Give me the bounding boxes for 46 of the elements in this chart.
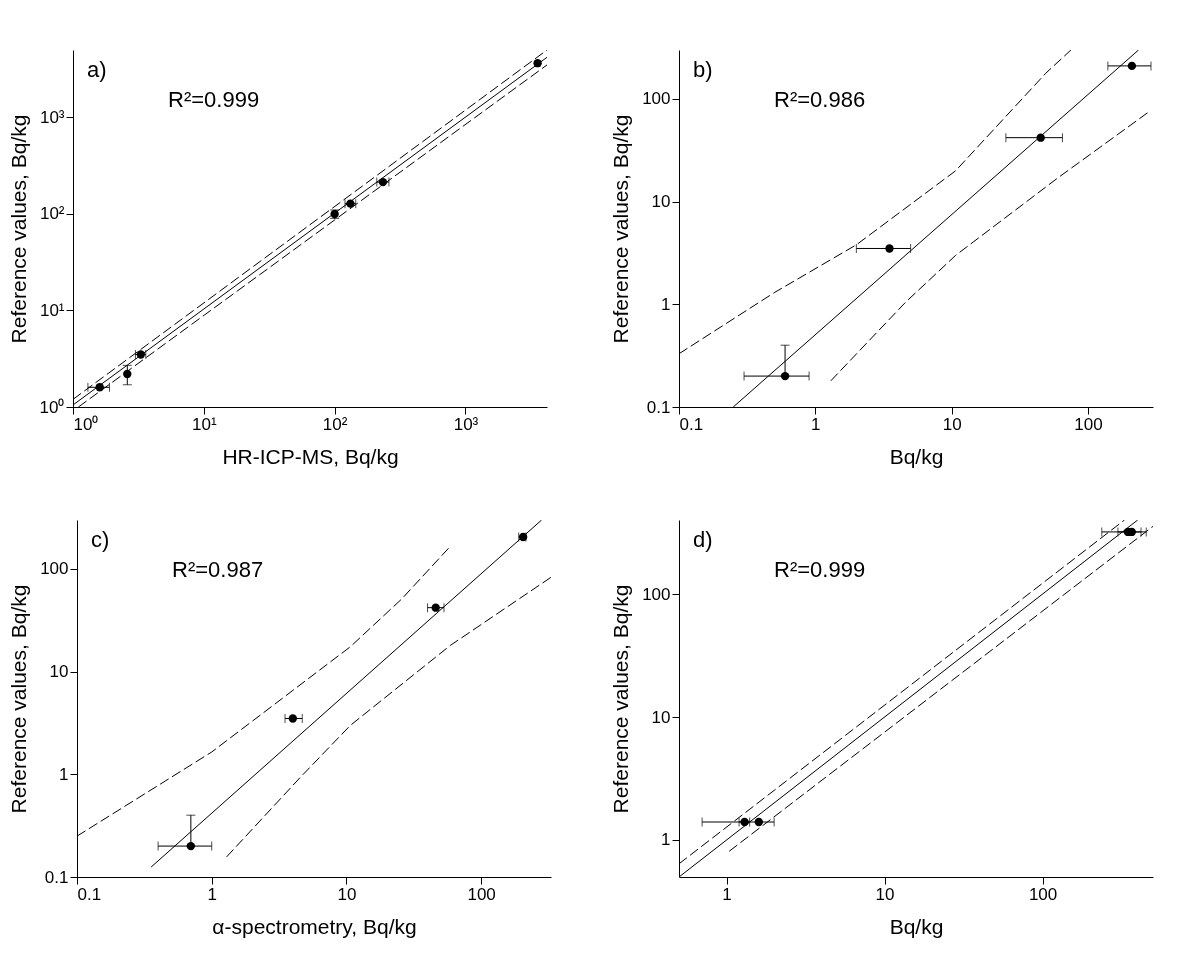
x-tick-label: 10³ [453,414,479,434]
x-tick-label: 10 [875,884,895,904]
x-tick-label: 10² [322,414,348,434]
annotation: R²=0.999 [168,87,260,112]
y-axis-title: Reference values, Bq/kg [6,114,30,344]
x-axis-title: Bq/kg [889,914,944,938]
annotation: b) [693,57,713,82]
x-axis-title: HR-ICP-MS, Bq/kg [222,444,399,468]
annotation: R²=0.986 [774,87,866,112]
y-axis-title: Reference values, Bq/kg [609,114,633,344]
y-tick-label: 1 [661,294,671,314]
x-tick-label: 10 [337,884,357,904]
y-tick-label: 10 [49,662,69,682]
x-axis-title: α-spectrometry, Bq/kg [212,914,417,938]
y-tick-label: 10² [39,204,65,224]
y-tick-label: 100 [40,559,69,579]
y-tick-label: 10³ [39,107,65,127]
x-tick-label: 100 [467,884,496,904]
y-tick-label: 1 [59,764,69,784]
y-tick-label: 1 [661,830,671,850]
x-tick-label: 0.1 [679,414,704,434]
annotation: R²=0.999 [774,557,866,582]
annotation: c) [91,527,110,552]
x-axis-title: Bq/kg [889,444,944,468]
y-tick-label: 0.1 [646,397,671,417]
y-tick-label: 100 [642,89,671,109]
y-tick-label: 10⁰ [39,397,65,417]
x-tick-label: 0.1 [77,884,102,904]
y-tick-label: 10¹ [39,300,65,320]
x-tick-label: 100 [1074,414,1103,434]
x-tick-label: 1 [811,414,821,434]
y-tick-label: 0.1 [44,867,69,887]
y-axis-title: Reference values, Bq/kg [7,584,31,814]
x-tick-label: 1 [722,884,732,904]
y-tick-label: 10 [651,192,671,212]
annotation: R²=0.987 [172,557,264,582]
annotation: a) [87,57,107,82]
y-tick-label: 10 [651,707,671,727]
y-tick-label: 100 [642,584,671,604]
x-tick-label: 10¹ [192,414,217,434]
x-tick-label: 10⁰ [73,414,99,434]
y-axis-title: Reference values, Bq/kg [609,584,633,814]
annotation: d) [693,527,713,552]
x-tick-label: 100 [1028,884,1058,904]
x-tick-label: 1 [207,884,217,904]
x-tick-label: 10 [942,414,962,434]
